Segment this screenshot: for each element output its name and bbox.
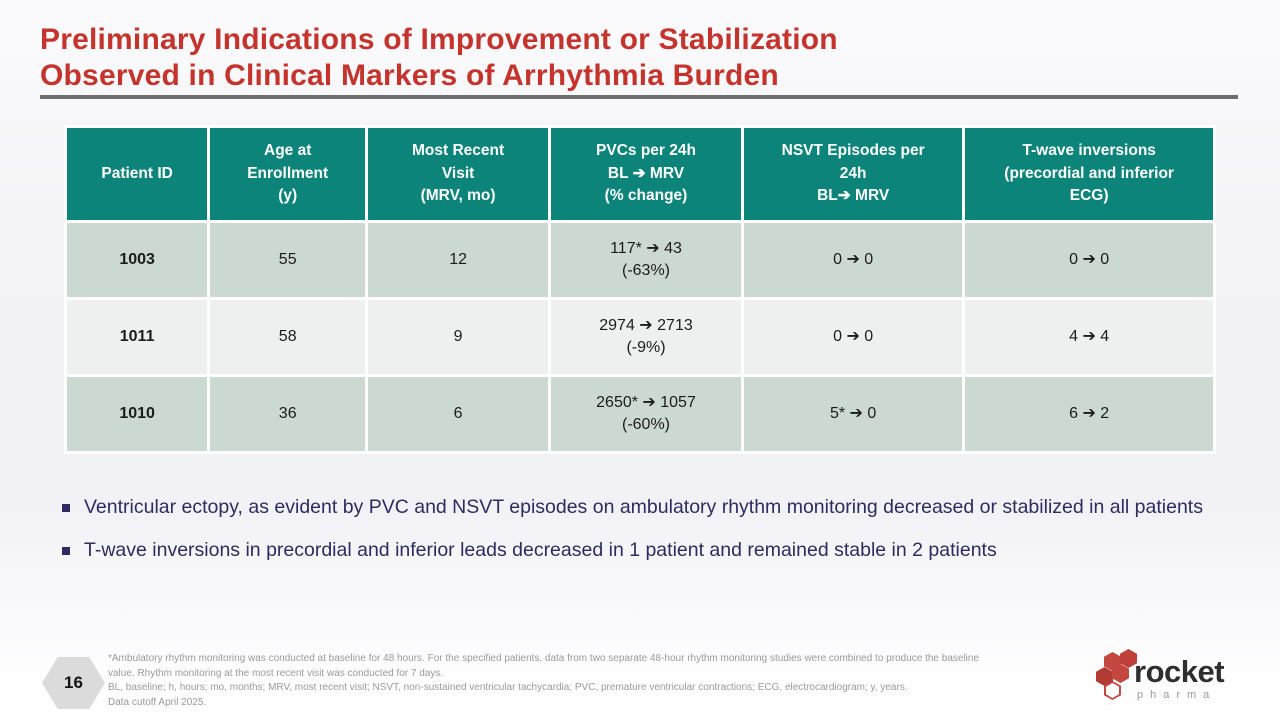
- summary-bullets: Ventricular ectopy, as evident by PVC an…: [62, 489, 1222, 575]
- cell-nsvt: 0 ➔ 0: [744, 300, 963, 374]
- bullet-text: T-wave inversions in precordial and infe…: [84, 539, 997, 561]
- bullet-twave-inversions: T-wave inversions in precordial and infe…: [62, 532, 1222, 569]
- cell-nsvt: 0 ➔ 0: [744, 223, 963, 297]
- cell-mrv: 9: [368, 300, 548, 374]
- page-number-badge: 16: [42, 657, 105, 709]
- footnote-line: value. Rhythm monitoring at the most rec…: [108, 667, 444, 679]
- cell-patient-id: 1011: [67, 300, 208, 374]
- bullet-square-icon: [62, 504, 70, 512]
- logo-text: rocket pharma: [1134, 654, 1225, 702]
- table-row-patient-1010: 1010 36 6 2650* ➔ 1057 (-60%) 5* ➔ 0 6 ➔…: [67, 377, 1213, 451]
- cell-twave: 6 ➔ 2: [965, 377, 1213, 451]
- title-underline: [40, 95, 1238, 99]
- table-header-row: Patient ID Age at Enrollment (y) Most Re…: [67, 128, 1213, 220]
- bullet-ventricular-ectopy: Ventricular ectopy, as evident by PVC an…: [62, 489, 1222, 526]
- cell-age: 55: [210, 223, 366, 297]
- header-pvcs-per-24h: PVCs per 24h BL ➔ MRV (% change): [551, 128, 741, 220]
- cell-patient-id: 1003: [67, 223, 208, 297]
- header-twave-inversions: T-wave inversions (precordial and inferi…: [965, 128, 1213, 220]
- cell-pvcs: 2974 ➔ 2713 (-9%): [551, 300, 741, 374]
- table-row-patient-1011: 1011 58 9 2974 ➔ 2713 (-9%) 0 ➔ 0 4 ➔ 4: [67, 300, 1213, 374]
- page-number: 16: [64, 673, 83, 692]
- bullet-text: Ventricular ectopy, as evident by PVC an…: [84, 496, 1203, 518]
- bullet-square-icon: [62, 547, 70, 555]
- hexagon-cluster-icon: [1092, 648, 1140, 704]
- footnote-line: *Ambulatory rhythm monitoring was conduc…: [108, 653, 980, 664]
- slide-title: Preliminary Indications of Improvement o…: [40, 23, 838, 92]
- cell-pvcs: 117* ➔ 43 (-63%): [551, 223, 741, 297]
- cell-pvcs: 2650* ➔ 1057 (-60%): [551, 377, 741, 451]
- cell-patient-id: 1010: [67, 377, 208, 451]
- header-most-recent-visit: Most Recent Visit (MRV, mo): [368, 128, 548, 220]
- cell-mrv: 12: [368, 223, 548, 297]
- cell-age: 58: [210, 300, 366, 374]
- rocket-pharma-logo: rocket pharma: [1092, 648, 1242, 710]
- cell-age: 36: [210, 377, 366, 451]
- header-nsvt-episodes: NSVT Episodes per 24h BL➔ MRV: [744, 128, 963, 220]
- cell-nsvt: 5* ➔ 0: [744, 377, 963, 451]
- cell-twave: 0 ➔ 0: [965, 223, 1213, 297]
- header-age-enrollment: Age at Enrollment (y): [210, 128, 366, 220]
- footnote-line: Data cutoff April 2025.: [108, 696, 207, 708]
- table-row-patient-1003: 1003 55 12 117* ➔ 43 (-63%) 0 ➔ 0 0 ➔ 0: [67, 223, 1213, 297]
- cell-twave: 4 ➔ 4: [965, 300, 1213, 374]
- logo-name: rocket: [1134, 654, 1225, 689]
- cell-mrv: 6: [368, 377, 548, 451]
- footnotes: *Ambulatory rhythm monitoring was conduc…: [108, 652, 1053, 710]
- footnote-line: BL, baseline; h, hours; mo, months; MRV,…: [108, 682, 908, 693]
- header-patient-id: Patient ID: [67, 128, 208, 220]
- clinical-markers-table: Patient ID Age at Enrollment (y) Most Re…: [64, 125, 1216, 454]
- logo-subtitle: pharma: [1137, 689, 1217, 701]
